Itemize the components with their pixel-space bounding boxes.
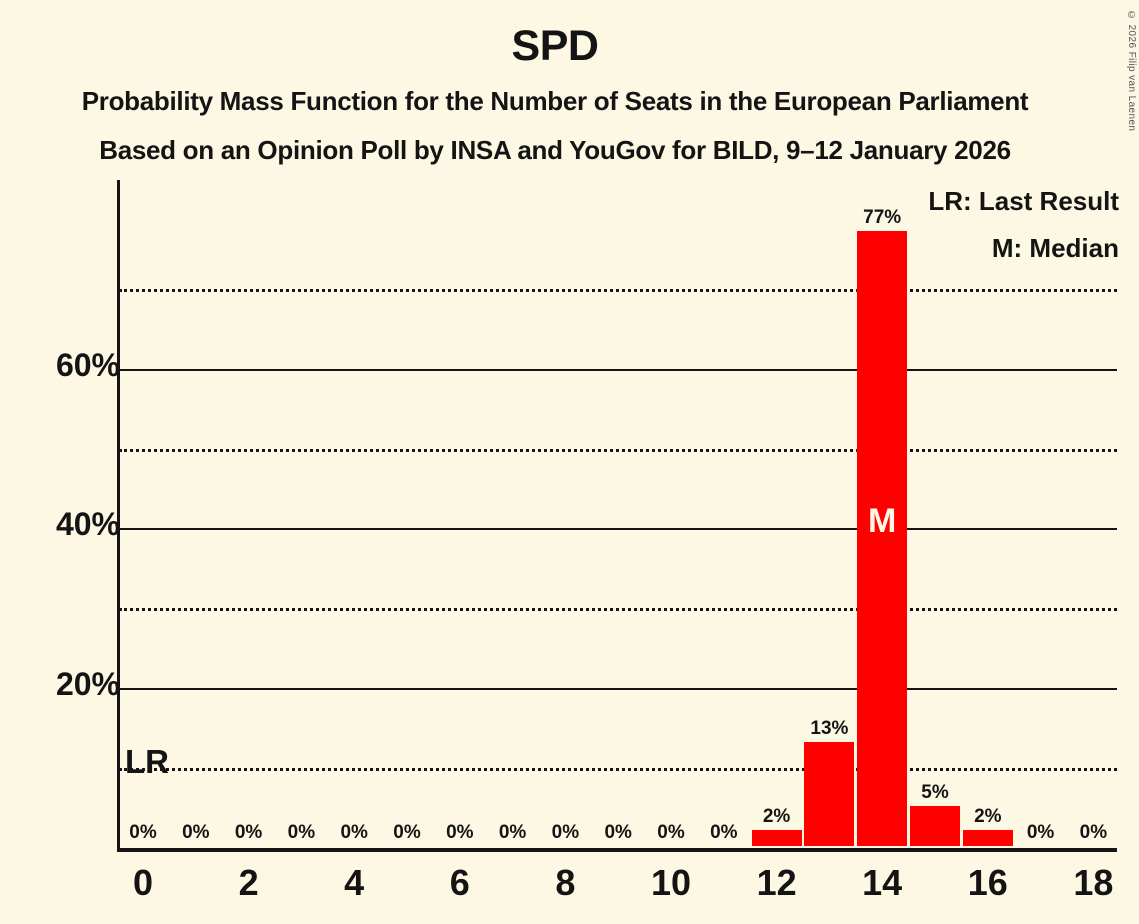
bar-value-label-seat-9: 0% [604, 822, 632, 843]
bar-value-label-seat-12: 2% [762, 806, 791, 828]
bar-value-label-seat-11: 0% [710, 822, 738, 843]
bar-value-label-seat-10: 0% [657, 822, 685, 843]
y-axis-tick-label: 40% [55, 506, 120, 543]
legend-last-result: LR: Last Result [928, 186, 1119, 216]
last-result-marker: LR [125, 743, 169, 781]
x-axis-tick-label: 14 [862, 862, 903, 903]
gridline-dotted-70 [119, 288, 1117, 292]
x-axis-tick-label: 10 [650, 862, 692, 903]
bar-value-label-seat-8: 0% [551, 822, 580, 843]
y-axis [117, 180, 120, 850]
bar-value-label-seat-4: 0% [340, 822, 368, 843]
legend-median: M: Median [991, 233, 1119, 263]
gridline-solid-20 [119, 688, 1117, 691]
gridline-solid-40 [119, 528, 1117, 531]
x-axis [117, 848, 1117, 852]
bar-seat-16[interactable] [962, 830, 1013, 846]
x-axis-tick-label: 16 [967, 862, 1008, 903]
bar-value-label-seat-14: 77% [863, 206, 902, 228]
bar-value-label-seat-2: 0% [234, 822, 263, 843]
gridline-solid-60 [119, 368, 1117, 371]
bar-value-label-seat-15: 5% [921, 782, 949, 804]
x-axis-tick-label: 8 [555, 862, 576, 903]
bar-value-label-seat-6: 0% [446, 822, 474, 843]
median-marker: M [868, 502, 897, 541]
gridline-dotted-50 [119, 448, 1117, 452]
x-axis-tick-label: 4 [344, 862, 365, 903]
bar-seat-12[interactable] [751, 830, 802, 846]
y-axis-tick-label: 60% [55, 346, 120, 383]
y-axis-tick-label: 20% [55, 666, 120, 703]
chart-subtitle: Probability Mass Function for the Number… [81, 86, 1029, 116]
x-axis-tick-label: 6 [449, 862, 470, 903]
x-axis-tick-label: 12 [756, 862, 797, 903]
gridline-dotted-10 [119, 768, 1117, 772]
bar-value-label-seat-18: 0% [1079, 822, 1108, 843]
bar-value-label-seat-17: 0% [1026, 822, 1055, 843]
bar-value-label-seat-7: 0% [498, 822, 527, 843]
x-axis-tick-label: 2 [238, 862, 259, 903]
bar-value-label-seat-13: 13% [810, 718, 849, 740]
copyright-notice: © 2026 Filip van Laenen [1126, 10, 1137, 132]
x-axis-tick-label: 18 [1073, 862, 1114, 903]
bar-value-label-seat-5: 0% [393, 822, 421, 843]
bar-seat-13[interactable] [804, 742, 855, 846]
bar-value-label-seat-16: 2% [974, 806, 1002, 828]
page-title: SPD [511, 22, 599, 70]
bar-seat-14[interactable] [857, 230, 908, 846]
plot-area: 0% 0% 0% 0% 0% 0% 0% 0% 0% 0% 0% 0% 2% 13% 77% M 5% 2% 0% 0… [117, 180, 1117, 852]
bar-seat-15[interactable] [910, 806, 960, 846]
bar-value-label-seat-1: 0% [182, 822, 210, 843]
bar-value-label-seat-0: 0% [129, 822, 157, 843]
gridline-dotted-30 [119, 608, 1117, 612]
x-axis-tick-label: 0 [132, 862, 154, 903]
bar-value-label-seat-3: 0% [287, 822, 316, 843]
chart-source-note: Based on an Opinion Poll by INSA and You… [99, 135, 1011, 165]
